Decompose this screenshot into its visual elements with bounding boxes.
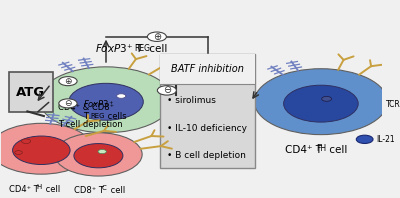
Text: ⊕: ⊕ <box>64 77 72 86</box>
Text: ⊕: ⊕ <box>153 32 161 42</box>
Text: cell: cell <box>43 185 60 193</box>
Text: H: H <box>37 184 42 189</box>
Text: T: T <box>83 112 88 121</box>
Circle shape <box>284 85 358 122</box>
Text: BATF inhibition: BATF inhibition <box>171 64 244 74</box>
Text: IL-21: IL-21 <box>376 135 395 144</box>
Circle shape <box>157 86 176 95</box>
Circle shape <box>0 123 93 174</box>
Circle shape <box>40 67 172 133</box>
Circle shape <box>55 133 142 176</box>
Text: CD8⁺ T: CD8⁺ T <box>74 186 104 195</box>
Circle shape <box>322 96 332 101</box>
Text: $\it{FoxP3}$⁺: $\it{FoxP3}$⁺ <box>83 98 114 109</box>
Circle shape <box>74 144 123 168</box>
Text: C: C <box>102 186 106 191</box>
Text: FH: FH <box>316 144 326 153</box>
Text: CD4⁺ T: CD4⁺ T <box>9 185 39 193</box>
Text: cell: cell <box>326 145 347 155</box>
Text: CD4⁺ & CD8⁺: CD4⁺ & CD8⁺ <box>58 103 114 112</box>
FancyBboxPatch shape <box>9 72 53 112</box>
Circle shape <box>12 136 70 165</box>
FancyBboxPatch shape <box>160 54 256 168</box>
Circle shape <box>147 32 166 41</box>
Text: cell: cell <box>108 186 125 195</box>
Text: ⊖: ⊖ <box>163 85 171 95</box>
Text: TCR: TCR <box>386 100 400 109</box>
Text: REG: REG <box>90 113 104 119</box>
Circle shape <box>117 94 126 98</box>
Text: ⊖: ⊖ <box>64 99 72 108</box>
Text: CD4⁺ T: CD4⁺ T <box>285 145 322 155</box>
Circle shape <box>69 83 143 120</box>
Text: cell: cell <box>146 44 167 54</box>
Circle shape <box>59 99 77 108</box>
FancyBboxPatch shape <box>160 54 255 84</box>
Text: T cell depletion: T cell depletion <box>58 120 123 129</box>
Text: $\it{FoxP3}$⁺ T: $\it{FoxP3}$⁺ T <box>94 42 143 54</box>
Text: cells: cells <box>105 112 127 121</box>
Text: • sirolimus: • sirolimus <box>167 96 216 105</box>
Circle shape <box>98 149 106 154</box>
Text: ATG: ATG <box>16 86 46 99</box>
Circle shape <box>22 139 31 144</box>
Circle shape <box>15 151 22 154</box>
Circle shape <box>356 135 373 144</box>
Circle shape <box>254 69 388 135</box>
Text: • B cell depletion: • B cell depletion <box>167 151 246 160</box>
Text: REG: REG <box>134 44 150 53</box>
Circle shape <box>59 77 77 86</box>
Text: • IL-10 deficiency: • IL-10 deficiency <box>167 124 247 132</box>
